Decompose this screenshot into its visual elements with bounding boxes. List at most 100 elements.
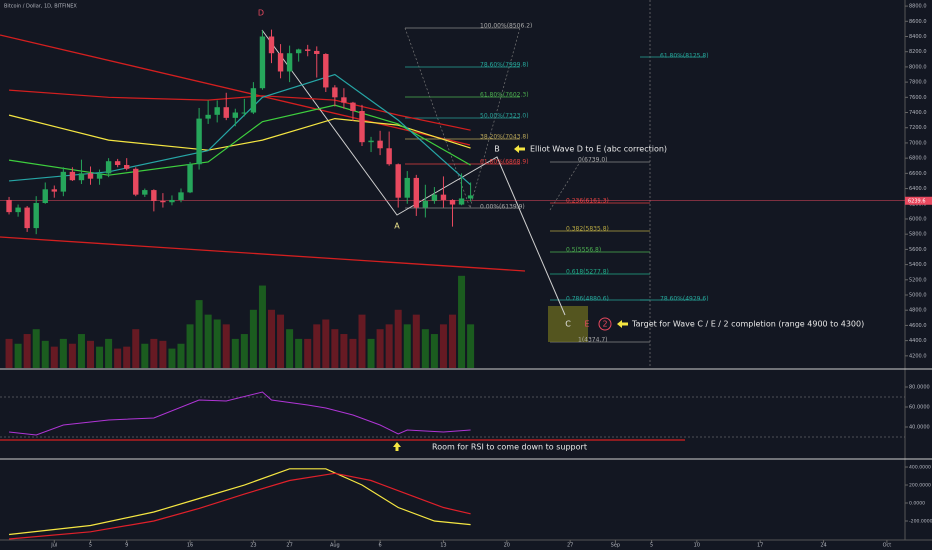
x-tick-label: 9 xyxy=(125,543,128,549)
wave-label: D xyxy=(258,9,264,18)
y-tick-label: 6800.0 xyxy=(909,156,927,162)
volume-bar xyxy=(403,324,411,368)
volume-bar xyxy=(159,340,167,368)
wave-label: 2 xyxy=(602,320,607,329)
volume-bar xyxy=(177,343,185,368)
x-tick-label: Oct xyxy=(883,543,892,549)
wave-label: C xyxy=(565,320,571,329)
y-tick-label: 7000.0 xyxy=(909,140,927,146)
candle-body xyxy=(305,49,311,51)
fib-label: 100.00%(8506.2) xyxy=(480,23,532,30)
y-tick-label: 4800.0 xyxy=(909,308,927,314)
fib-label: 78.60%(4929.6) xyxy=(660,296,709,303)
candle-body xyxy=(223,107,229,118)
x-tick-label: 16 xyxy=(187,543,193,549)
candle-body xyxy=(96,173,103,179)
x-tick-label: 27 xyxy=(286,543,292,549)
volume-bar xyxy=(150,338,158,368)
y-tick-label: 6000.0 xyxy=(909,216,927,222)
candle-body xyxy=(259,36,266,89)
fib-label: 0.618(5277.8) xyxy=(566,269,609,276)
y-tick-label: 6400.0 xyxy=(909,186,927,192)
volume-bar xyxy=(240,334,248,368)
volume-bar xyxy=(286,329,294,368)
volume-bar xyxy=(168,348,176,368)
candle-body xyxy=(458,198,465,205)
wave-circle xyxy=(598,317,612,331)
candle-body xyxy=(124,164,130,169)
candle-body xyxy=(142,190,148,195)
candle-body xyxy=(151,190,157,201)
fib-label: 50.00%(7323.0) xyxy=(480,113,529,120)
volume-bar xyxy=(277,314,285,368)
volume-bar xyxy=(322,319,330,368)
volume-bar xyxy=(412,314,420,368)
y-tick-label: 4200.0 xyxy=(909,353,927,359)
y-tick-label: 8400.0 xyxy=(909,34,927,40)
fib-label: 78.60%(7999.8) xyxy=(480,62,529,69)
volume-bar xyxy=(32,329,40,368)
volume-bar xyxy=(367,338,375,368)
volume-bar xyxy=(258,285,266,368)
x-tick-label: 23 xyxy=(250,543,256,549)
macd-line xyxy=(8,468,471,536)
volume-bar xyxy=(349,338,357,368)
y-tick-label: 4400.0 xyxy=(909,338,927,344)
candle-body xyxy=(69,171,76,181)
candle-body xyxy=(368,140,374,143)
volume-bar xyxy=(68,343,76,368)
candle-body xyxy=(250,88,257,113)
wave-label: B xyxy=(494,145,500,154)
volume-bar xyxy=(141,343,149,368)
y-tick-label: 8600.0 xyxy=(909,19,927,25)
x-tick-label: 24 xyxy=(820,543,826,549)
trend-line xyxy=(0,34,471,146)
fib-label: 61.80%(7602.3) xyxy=(480,92,529,99)
arrow xyxy=(617,320,628,328)
fib-label: 0.5(5556.8) xyxy=(566,247,601,254)
candle-body xyxy=(160,200,166,203)
target-zone xyxy=(548,306,588,342)
candle-body xyxy=(114,161,121,165)
fib-label: 0.382(5835.8) xyxy=(566,226,609,233)
y-tick-label: 6600.0 xyxy=(909,171,927,177)
candle-body xyxy=(232,112,238,118)
volume-bar xyxy=(331,329,339,368)
x-tick-label: 17 xyxy=(757,543,763,549)
y-tick-label: 5600.0 xyxy=(909,247,927,253)
fib-label: 1(4374.7) xyxy=(578,337,608,344)
rsi-tick-label: 80.0000 xyxy=(909,385,930,391)
volume-bar xyxy=(14,343,22,368)
candle-body xyxy=(395,164,401,198)
wave-label: E xyxy=(584,320,589,329)
fib-label: 38.20%(7043.8) xyxy=(480,134,529,141)
annotation: Room for RSI to come down to support xyxy=(432,443,587,452)
candle-body xyxy=(404,177,410,198)
volume-bar xyxy=(87,340,94,368)
candle-body xyxy=(214,107,220,115)
candle-body xyxy=(241,112,248,114)
volume-bar xyxy=(114,348,122,368)
x-tick-label: 27 xyxy=(567,543,573,549)
volume-bar xyxy=(195,300,203,368)
candle-body xyxy=(431,194,438,201)
y-tick-label: 5200.0 xyxy=(909,277,927,283)
annotation: Elliot Wave D to E (abc correction) xyxy=(530,145,667,154)
candle-body xyxy=(205,114,211,119)
candle-body xyxy=(178,192,184,200)
candle-body xyxy=(87,173,94,179)
candle-body xyxy=(350,102,356,112)
volume-bar xyxy=(5,338,13,368)
fib-label: 0.00%(6139.9) xyxy=(480,204,525,211)
candle-body xyxy=(359,111,365,143)
x-tick-label: 5 xyxy=(89,543,92,549)
candle-body xyxy=(105,161,112,174)
volume-bar xyxy=(96,346,104,368)
candle-body xyxy=(449,199,456,205)
candle-body xyxy=(196,118,202,165)
arrow xyxy=(393,442,401,451)
rsi-line xyxy=(8,391,471,436)
volume-bar xyxy=(268,309,275,368)
last-price-label: 6239.6 xyxy=(908,198,926,204)
volume-bar xyxy=(304,338,312,368)
